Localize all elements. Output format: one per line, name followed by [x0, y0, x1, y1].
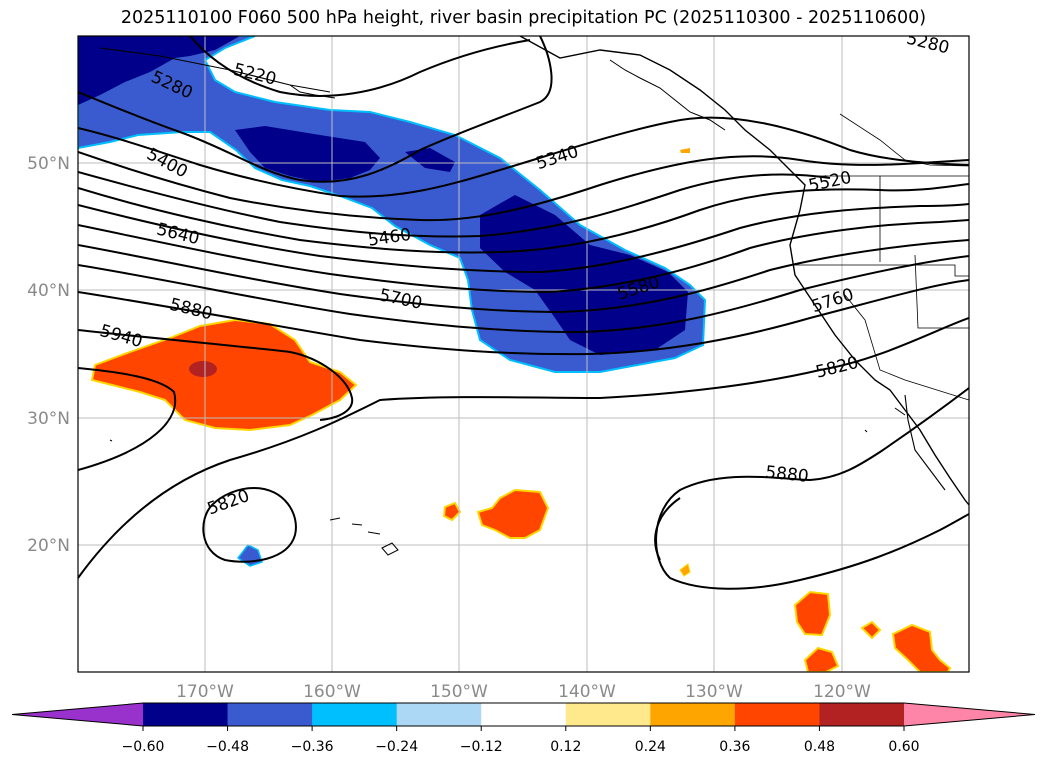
lat-tick-label: 20°N	[27, 536, 70, 556]
colorbar-tick-label: 0.48	[804, 739, 835, 755]
height-contours	[78, 36, 969, 590]
lon-tick-label: 130°W	[685, 682, 743, 702]
map-area: 5220 5280 5280 5340 5400 5460 5520 5580 …	[78, 36, 969, 672]
lon-tick-label: 160°W	[303, 682, 361, 702]
colorbar-segment	[734, 703, 820, 726]
colorbar-tick-label: 0.60	[888, 739, 919, 755]
lat-tick-label: 50°N	[27, 154, 70, 174]
colorbar	[11, 702, 1036, 727]
colorbar-tick-label: −0.12	[460, 739, 503, 755]
map-frame	[77, 35, 970, 673]
colorbar-segment	[227, 703, 313, 726]
colorbar-segment	[565, 703, 651, 726]
lon-labels: 170°W 160°W 150°W 140°W 130°W 120°W	[176, 682, 871, 702]
lon-tick-label: 120°W	[813, 682, 871, 702]
colorbar-segment	[143, 703, 229, 726]
lon-tick-label: 150°W	[430, 682, 488, 702]
colorbar-extend-high	[904, 703, 1035, 726]
colorbar-tick-label: 0.12	[550, 739, 581, 755]
positive-precip-regions	[90, 148, 952, 672]
lat-labels: 50°N 40°N 30°N 20°N	[27, 154, 70, 556]
colorbar-tick-label: 0.36	[719, 739, 750, 755]
colorbar-segment	[396, 703, 482, 726]
colorbar-labels: −0.60 −0.48 −0.36 −0.24 −0.12 0.12 0.24 0.36 0.4…	[122, 726, 920, 755]
colorbar-tick-label: −0.60	[122, 739, 165, 755]
colorbar-tick-label: −0.48	[206, 739, 249, 755]
colorbar-segment	[481, 703, 567, 726]
contour-label: 5880	[764, 462, 809, 486]
lon-tick-label: 170°W	[176, 682, 234, 702]
colorbar-tick-label: −0.24	[375, 739, 418, 755]
colorbar-extend-low	[12, 703, 143, 726]
colorbar-segment	[312, 703, 398, 726]
chart-title: 2025110100 F060 500 hPa height, river ba…	[120, 8, 927, 28]
colorbar-segment	[650, 703, 736, 726]
colorbar-segment	[819, 703, 905, 726]
colorbar-tick-label: −0.36	[291, 739, 334, 755]
lon-tick-label: 140°W	[558, 682, 616, 702]
lat-tick-label: 30°N	[27, 409, 70, 429]
lat-tick-label: 40°N	[27, 281, 70, 301]
colorbar-tick-label: 0.24	[635, 739, 666, 755]
